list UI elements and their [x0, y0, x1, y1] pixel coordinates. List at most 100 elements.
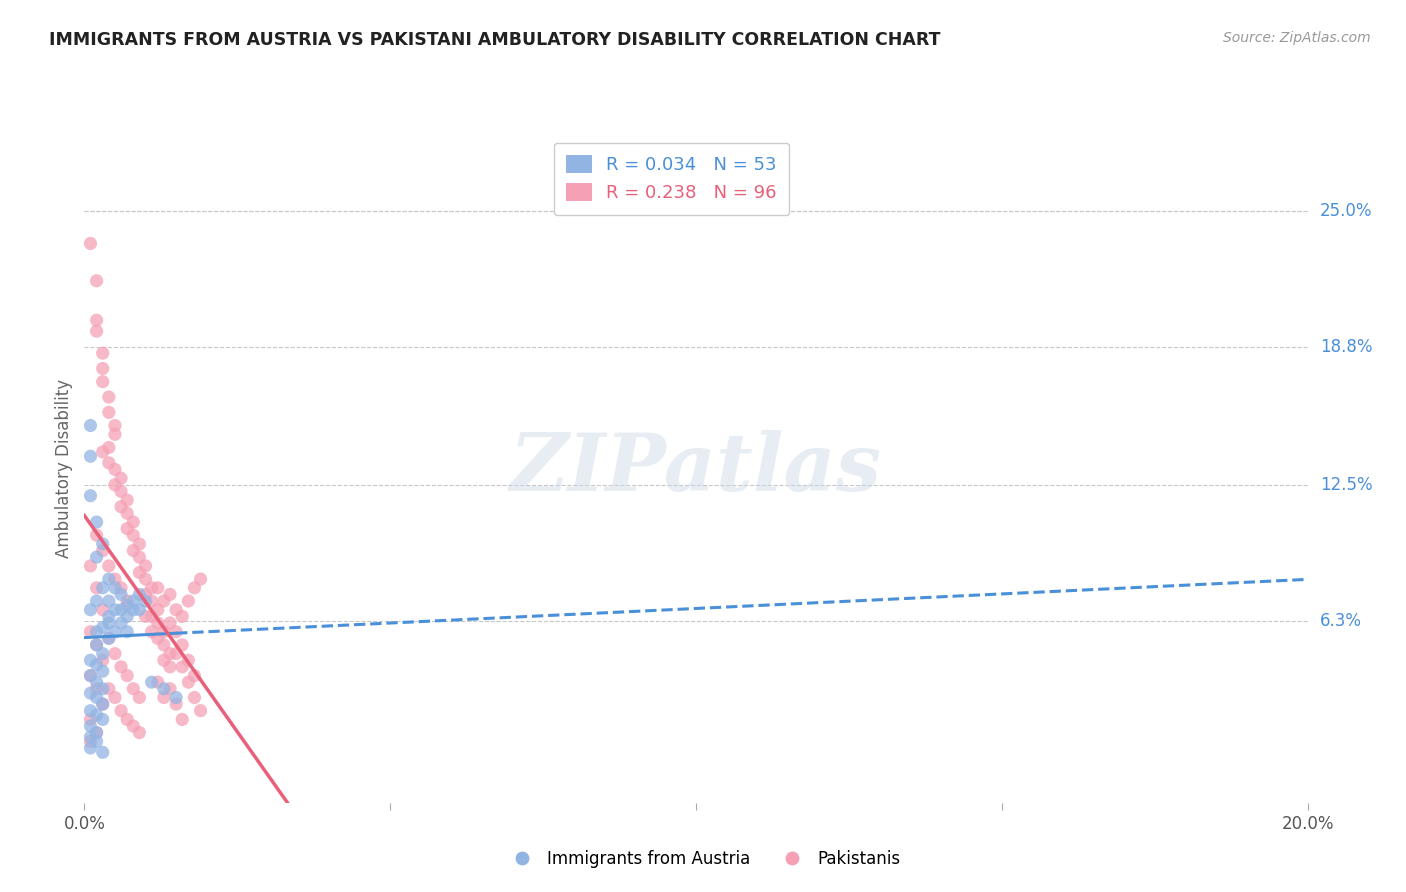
Point [128, 690, 150, 705]
Point [97, 558, 120, 573]
Point [86, 581, 108, 595]
Point [97, 632, 120, 646]
Point [146, 632, 169, 646]
Point [104, 572, 127, 586]
Point [146, 615, 169, 630]
Point [104, 624, 127, 639]
Point [104, 477, 127, 491]
Point [79, 704, 101, 718]
Point [146, 581, 169, 595]
Point [79, 489, 101, 503]
Point [135, 572, 157, 586]
Point [91, 713, 114, 727]
Point [135, 587, 157, 601]
Point [91, 361, 114, 376]
Point [153, 594, 176, 608]
Point [86, 734, 108, 748]
Point [165, 697, 187, 711]
Point [159, 647, 181, 661]
Point [97, 405, 120, 419]
Point [172, 638, 194, 652]
Point [86, 324, 108, 338]
Point [97, 609, 120, 624]
Point [128, 725, 150, 739]
Point [104, 647, 127, 661]
Point [91, 375, 114, 389]
Point [190, 704, 212, 718]
Point [128, 537, 150, 551]
Point [79, 624, 101, 639]
Point [165, 690, 187, 705]
Point [104, 603, 127, 617]
Point [97, 594, 120, 608]
Point [79, 236, 101, 251]
Point [91, 697, 114, 711]
Point [110, 484, 132, 499]
Legend: R = 0.034   N = 53, R = 0.238   N = 96: R = 0.034 N = 53, R = 0.238 N = 96 [554, 143, 789, 215]
Point [183, 668, 205, 682]
Point [91, 745, 114, 759]
Point [91, 647, 114, 661]
Point [86, 638, 108, 652]
Point [153, 690, 176, 705]
Point [79, 668, 101, 682]
Point [153, 653, 176, 667]
Point [86, 725, 108, 739]
Point [91, 581, 114, 595]
Point [122, 543, 145, 558]
Point [79, 653, 101, 667]
Point [141, 609, 163, 624]
Point [79, 734, 101, 748]
Point [177, 594, 200, 608]
Point [153, 681, 176, 696]
Point [86, 638, 108, 652]
Point [146, 675, 169, 690]
Point [79, 449, 101, 463]
Point [172, 713, 194, 727]
Text: 25.0%: 25.0% [1320, 202, 1372, 219]
Point [86, 274, 108, 288]
Point [172, 609, 194, 624]
Point [79, 418, 101, 433]
Point [122, 528, 145, 542]
Point [97, 572, 120, 586]
Point [115, 668, 138, 682]
Point [128, 566, 150, 580]
Y-axis label: Ambulatory Disability: Ambulatory Disability [55, 379, 73, 558]
Point [86, 515, 108, 529]
Point [122, 681, 145, 696]
Point [159, 587, 181, 601]
Point [128, 587, 150, 601]
Point [115, 599, 138, 613]
Point [97, 390, 120, 404]
Point [135, 558, 157, 573]
Text: Source: ZipAtlas.com: Source: ZipAtlas.com [1223, 31, 1371, 45]
Point [115, 713, 138, 727]
Point [141, 594, 163, 608]
Point [183, 581, 205, 595]
Point [86, 528, 108, 542]
Point [135, 594, 157, 608]
Point [128, 603, 150, 617]
Point [110, 587, 132, 601]
Point [146, 603, 169, 617]
Point [104, 427, 127, 442]
Point [104, 418, 127, 433]
Point [122, 594, 145, 608]
Point [91, 653, 114, 667]
Point [91, 537, 114, 551]
Point [115, 493, 138, 508]
Point [110, 660, 132, 674]
Point [91, 681, 114, 696]
Point [97, 632, 120, 646]
Point [110, 603, 132, 617]
Point [165, 647, 187, 661]
Point [104, 462, 127, 476]
Point [79, 686, 101, 700]
Point [153, 638, 176, 652]
Point [110, 581, 132, 595]
Point [122, 515, 145, 529]
Point [97, 681, 120, 696]
Text: ZIPatlas: ZIPatlas [510, 430, 882, 507]
Point [141, 581, 163, 595]
